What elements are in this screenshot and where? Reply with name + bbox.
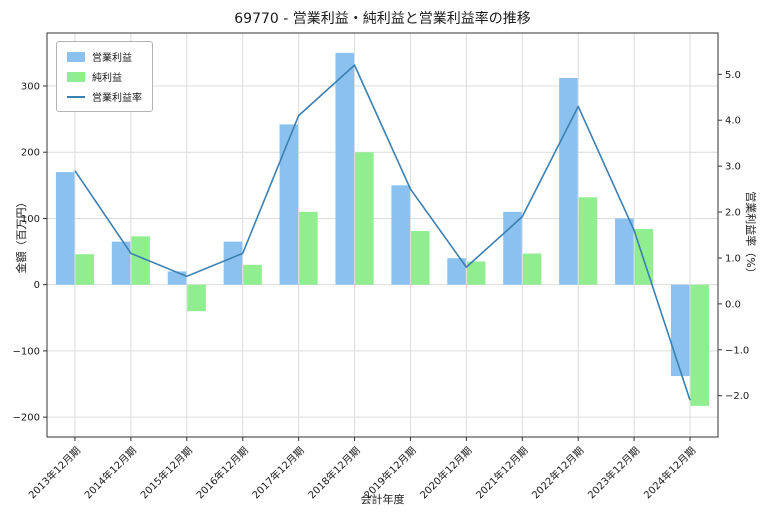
legend-item-net-profit: 純利益 (67, 69, 142, 84)
right-axis-tick-label: 1.0 (725, 253, 741, 264)
operating-profit-bar (503, 211, 522, 285)
operating-profit-bar (279, 124, 299, 285)
left-axis-tick-label: 0 (34, 280, 40, 291)
left-axis-tick-label: −100 (13, 346, 40, 357)
legend-item-operating-margin: 営業利益率 (67, 89, 142, 104)
legend-label-operating-profit: 営業利益 (92, 53, 132, 64)
plot-area (47, 33, 718, 437)
net-profit-bar (243, 264, 262, 285)
net-profit-bar (131, 236, 150, 285)
operating-profit-bar (559, 78, 578, 285)
operating-profit-bar (111, 241, 131, 285)
right-axis-tick-label: 0.0 (725, 299, 741, 310)
operating-profit-swatch (67, 51, 85, 62)
right-axis-tick-label: 3.0 (725, 162, 741, 173)
left-axis-title: 金額（百万円） (15, 196, 28, 274)
left-axis-tick-label: 100 (21, 214, 40, 225)
net-profit-bar (355, 152, 374, 285)
operating-profit-bar (615, 218, 634, 285)
right-axis-tick-label: −2.0 (725, 391, 749, 402)
right-axis-tick-label: 2.0 (725, 208, 741, 219)
operating-profit-bar (55, 172, 75, 285)
left-axis-tick-label: −200 (13, 413, 40, 424)
left-axis-tick-label: 200 (21, 148, 40, 159)
plot-border (46, 32, 719, 438)
net-profit-bar (466, 261, 486, 285)
operating-margin-swatch (67, 95, 85, 98)
net-profit-bar (75, 254, 95, 285)
net-profit-bar (578, 197, 598, 285)
left-axis-tick-label: 300 (21, 81, 40, 92)
net-profit-swatch (67, 71, 85, 82)
right-axis-tick-label: 4.0 (725, 116, 741, 127)
operating-profit-bar (335, 52, 355, 285)
right-axis-tick-label: 5.0 (725, 70, 741, 81)
chart-title: 69770 - 営業利益・純利益と営業利益率の推移 (234, 11, 531, 27)
operating-margin-line (74, 64, 691, 401)
legend-label-net-profit: 純利益 (92, 73, 122, 84)
right-axis-tick-label: −1.0 (725, 345, 749, 356)
operating-profit-bar (391, 185, 410, 285)
net-profit-bar (187, 284, 206, 312)
operating-profit-bar (223, 241, 243, 285)
legend: 営業利益 純利益 営業利益率 (56, 41, 153, 112)
net-profit-bar (299, 211, 318, 285)
operating-profit-bar (670, 284, 690, 377)
legend-item-operating-profit: 営業利益 (67, 49, 142, 64)
net-profit-bar (522, 253, 542, 285)
operating-profit-bar (167, 271, 187, 285)
right-axis-title: 営業利益率（%） (744, 191, 757, 279)
net-profit-bar (410, 231, 430, 285)
net-profit-bar (634, 229, 654, 285)
x-axis-title: 会計年度 (360, 493, 405, 506)
legend-label-operating-margin: 営業利益率 (92, 93, 142, 104)
net-profit-bar (690, 284, 710, 406)
operating-profit-bar (447, 258, 466, 285)
